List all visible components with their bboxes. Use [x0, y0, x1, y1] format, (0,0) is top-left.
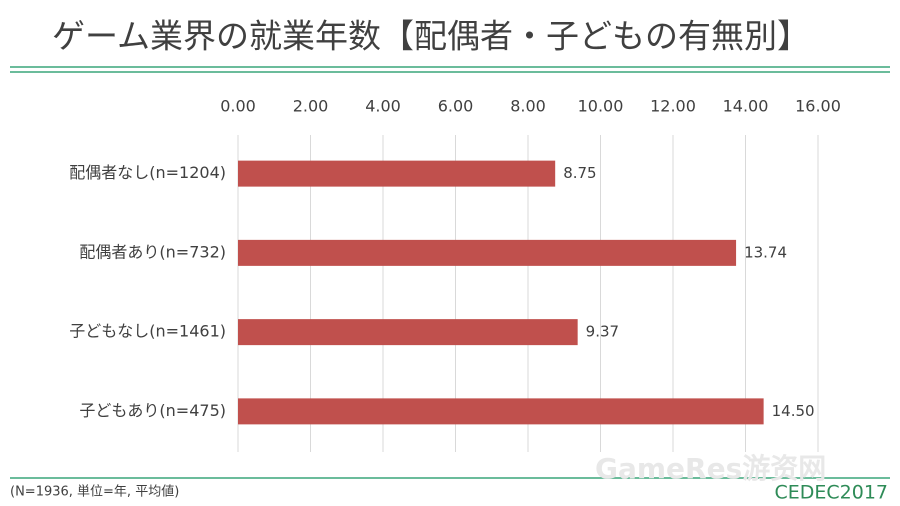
footnote: (N=1936, 単位=年, 平均値) [10, 484, 179, 500]
y-tick-label: 子どもなし(n=1461) [69, 322, 226, 341]
x-tick-label: 16.00 [795, 97, 841, 116]
bar [238, 398, 764, 425]
slide-title: ゲーム業界の就業年数【配偶者・子どもの有無別】 [52, 17, 810, 56]
y-tick-label: 配偶者なし(n=1204) [69, 163, 226, 182]
y-tick-label: 子どもあり(n=475) [79, 401, 226, 420]
x-tick-label: 14.00 [723, 97, 769, 116]
bar [238, 319, 578, 346]
x-tick-label: 0.00 [220, 97, 256, 116]
x-tick-label: 6.00 [438, 97, 474, 116]
logo: CEDEC2017 [774, 482, 888, 504]
value-label: 14.50 [772, 402, 815, 420]
watermark: GameRes游资网 [595, 452, 826, 485]
x-tick-label: 12.00 [650, 97, 696, 116]
value-label: 9.37 [586, 323, 619, 341]
bar [238, 239, 737, 266]
x-tick-label: 4.00 [365, 97, 401, 116]
value-label: 13.74 [744, 243, 787, 261]
y-tick-label: 配偶者あり(n=732) [79, 242, 226, 261]
x-tick-label: 10.00 [578, 97, 624, 116]
value-label: 8.75 [563, 164, 596, 182]
x-tick-label: 8.00 [510, 97, 546, 116]
bar [238, 160, 556, 187]
x-tick-label: 2.00 [293, 97, 329, 116]
